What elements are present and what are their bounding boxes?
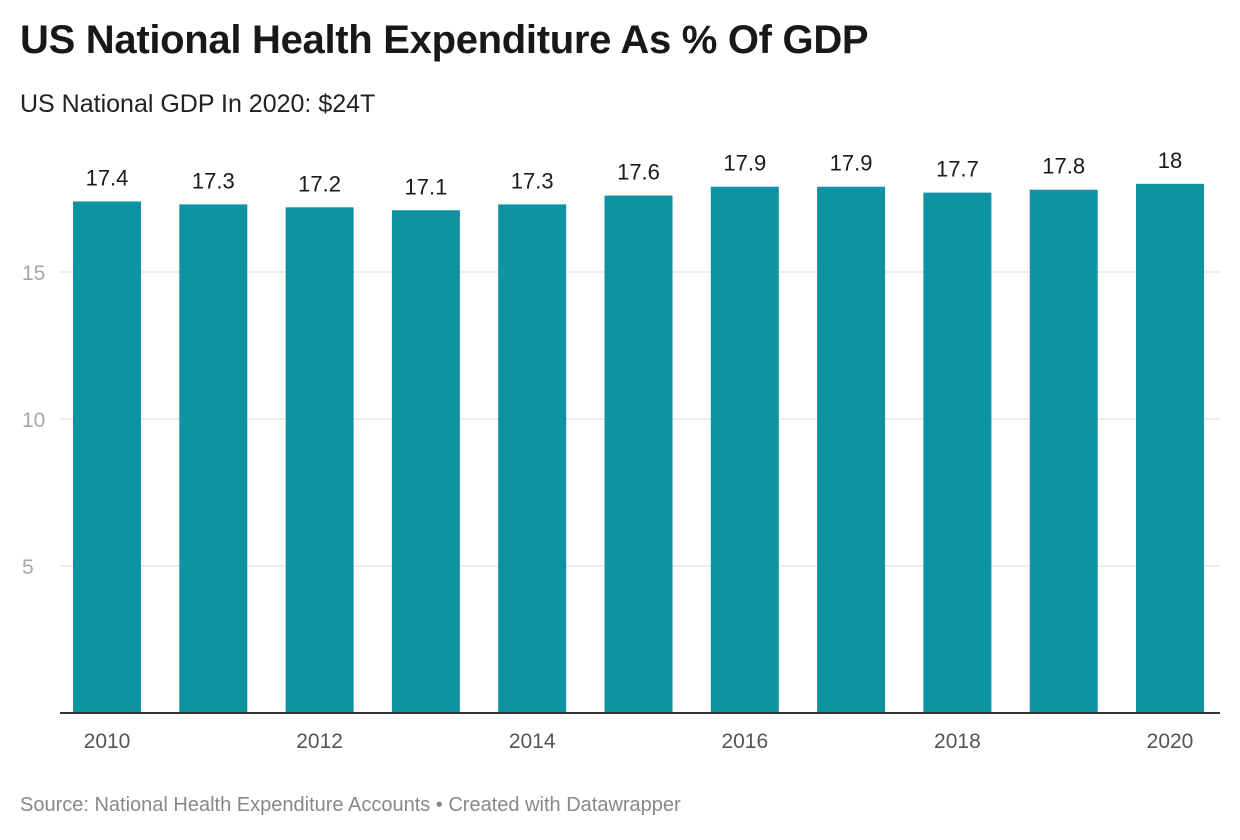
y-tick-label-10: 10: [22, 409, 45, 432]
value-label-2011: 17.3: [192, 168, 235, 193]
x-tick-label-2010: 2010: [84, 730, 131, 753]
bars: [73, 183, 1204, 714]
value-label-2018: 17.7: [936, 157, 979, 182]
bar-2019: [1029, 189, 1098, 713]
x-tick-label-2018: 2018: [934, 730, 981, 753]
bar-2012: [285, 207, 354, 713]
chart-title: US National Health Expenditure As % Of G…: [20, 18, 869, 62]
y-tick-label-5: 5: [22, 556, 34, 579]
chart-subtitle: US National GDP In 2020: $24T: [20, 90, 376, 118]
value-label-2016: 17.9: [723, 151, 766, 176]
bar-2016: [710, 186, 779, 714]
value-label-2013: 17.1: [404, 174, 447, 199]
x-tick-label-2016: 2016: [721, 730, 768, 753]
bar-2018: [923, 192, 992, 713]
value-labels: 17.4 17.3 17.2 17.1 17.3 17.6 17.9 17.9 17.7 17.8…: [86, 148, 1183, 199]
bar-2014: [498, 204, 567, 713]
source-note: Source: National Health Expenditure Acco…: [20, 794, 681, 816]
x-tick-label-2014: 2014: [509, 730, 556, 753]
bar-2017: [817, 186, 886, 714]
x-tick-label-2012: 2012: [296, 730, 343, 753]
value-label-2014: 17.3: [511, 168, 554, 193]
bar-2015: [604, 195, 673, 713]
value-label-2015: 17.6: [617, 160, 660, 185]
value-label-2010: 17.4: [86, 165, 129, 190]
value-label-2020: 18: [1158, 148, 1182, 173]
bar-2011: [179, 204, 248, 713]
y-tick-label-15: 15: [22, 262, 45, 285]
x-tick-label-2020: 2020: [1147, 730, 1194, 753]
value-label-2012: 17.2: [298, 171, 341, 196]
bar-2013: [391, 210, 460, 713]
bar-2010: [73, 201, 141, 713]
value-label-2019: 17.8: [1042, 154, 1085, 179]
x-axis-ticks: 2010 2012 2014 2016 2018 2020: [84, 730, 1194, 753]
bar-2020: [1136, 183, 1204, 714]
value-label-2017: 17.9: [830, 151, 873, 176]
